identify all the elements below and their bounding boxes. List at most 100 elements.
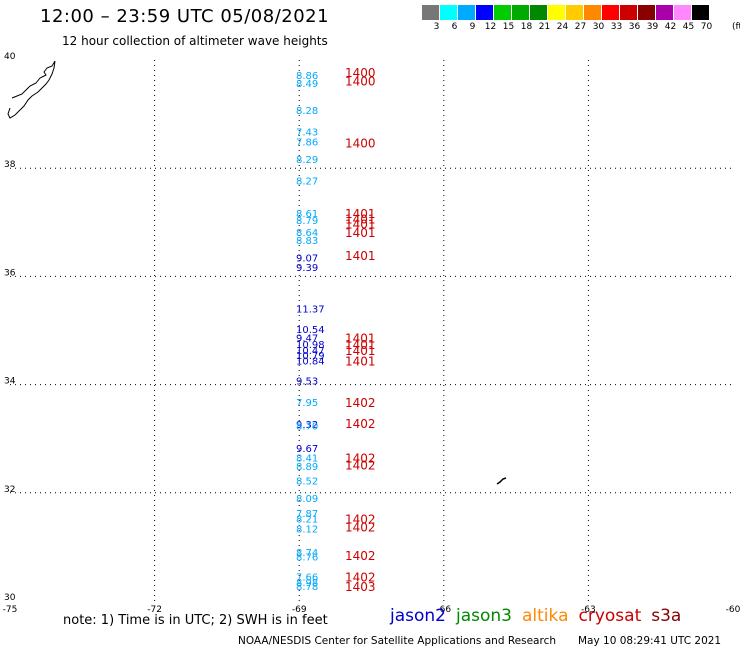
time-label: 1401 xyxy=(345,226,376,240)
scale-label: 36 xyxy=(628,22,641,32)
time-label: 1401 xyxy=(345,212,376,226)
wave-height-label: 8.89 xyxy=(296,462,318,473)
scale-swatch xyxy=(548,5,565,20)
latitude-tick-label: 30 xyxy=(4,593,16,603)
scale-swatch xyxy=(476,5,493,20)
scale-swatch xyxy=(692,5,709,20)
wave-height-label: 9.47 xyxy=(296,333,318,344)
scale-swatch xyxy=(620,5,637,20)
scale-label: 27 xyxy=(574,22,587,32)
time-label: 1401 xyxy=(345,249,376,263)
legend-jason2: jason2 xyxy=(390,606,446,626)
scale-swatch xyxy=(638,5,655,20)
scale-swatch xyxy=(422,5,439,20)
wave-height-label: 10.98 xyxy=(296,340,325,351)
footer-center: NOAA/NESDIS Center for Satellite Applica… xyxy=(238,635,556,647)
legend-s3a: s3a xyxy=(651,606,682,626)
bermuda-island xyxy=(496,477,507,485)
time-label: 1400 xyxy=(345,74,376,88)
wave-height-label: 8.29 xyxy=(296,155,318,166)
scale-label: 21 xyxy=(538,22,551,32)
longitude-tick-label: -60 xyxy=(726,605,740,615)
legend-altika: altika xyxy=(522,606,569,626)
wave-height-label: 9.07 xyxy=(296,253,318,264)
map-subtitle: 12 hour collection of altimeter wave hei… xyxy=(62,34,328,48)
longitude-tick-label: -63 xyxy=(581,605,596,615)
time-label: 1402 xyxy=(345,513,376,527)
wave-height-label: 9.67 xyxy=(296,444,318,455)
wave-height-label: 7.66 xyxy=(296,572,318,583)
time-label: 1402 xyxy=(345,458,376,472)
wave-height-label: 8.70 xyxy=(296,422,318,433)
scale-swatch xyxy=(584,5,601,20)
time-label: 1401 xyxy=(345,344,376,358)
map-title: 12:00 – 23:59 UTC 05/08/2021 xyxy=(40,6,330,27)
wave-height-label: 8.78 xyxy=(296,582,318,593)
wave-height-label: 10.79 xyxy=(296,351,325,362)
time-label: 1402 xyxy=(345,396,376,410)
wave-height-label: 8.12 xyxy=(296,524,318,535)
footer: NOAA/NESDIS Center for Satellite Applica… xyxy=(238,635,721,647)
time-label: 1402 xyxy=(345,549,376,563)
wave-height-label: 9.32 xyxy=(296,420,318,431)
scale-unit: (ft) xyxy=(732,22,740,32)
time-label: 1401 xyxy=(345,218,376,232)
scale-label: 45 xyxy=(682,22,695,32)
wave-height-label: 8.28 xyxy=(296,106,318,117)
wave-height-label: 8.83 xyxy=(296,236,318,247)
wave-height-label: 9.39 xyxy=(296,263,318,274)
wave-height-label: 9.53 xyxy=(296,377,318,388)
legend-jason3: jason3 xyxy=(456,606,512,626)
satellite-legend: jason2 jason3 altika cryosat s3a xyxy=(390,606,691,626)
scale-swatch xyxy=(494,5,511,20)
scale-label: 42 xyxy=(664,22,677,32)
longitude-tick-label: -72 xyxy=(147,605,162,615)
scale-label: 70 xyxy=(700,22,713,32)
scale-label: 39 xyxy=(646,22,659,32)
wave-height-label: 8.52 xyxy=(296,477,318,488)
time-label: 1401 xyxy=(345,331,376,345)
latitude-tick-label: 38 xyxy=(4,160,16,170)
scale-swatch xyxy=(656,5,673,20)
time-label: 1401 xyxy=(345,207,376,221)
wave-height-label: 8.76 xyxy=(296,552,318,563)
wave-height-label: 11.37 xyxy=(296,305,325,316)
latitude-tick-label: 34 xyxy=(4,377,16,387)
coastline xyxy=(7,60,56,119)
wave-height-label: 8.86 xyxy=(296,71,318,82)
time-label: 1400 xyxy=(345,66,376,80)
time-label: 1401 xyxy=(345,355,376,369)
time-label: 1402 xyxy=(345,417,376,431)
scale-swatch xyxy=(440,5,457,20)
scale-label: 18 xyxy=(520,22,533,32)
wave-height-label: 8.41 xyxy=(296,453,318,464)
time-label: 1401 xyxy=(345,338,376,352)
wave-height-label: 10.54 xyxy=(296,325,325,336)
scale-label: 3 xyxy=(433,22,440,32)
scale-label: 24 xyxy=(556,22,569,32)
scale-label: 12 xyxy=(484,22,497,32)
time-label: 1402 xyxy=(345,451,376,465)
wave-height-label: 8.61 xyxy=(296,209,318,220)
latitude-tick-label: 36 xyxy=(4,268,16,278)
footer-timestamp: May 10 08:29:41 UTC 2021 xyxy=(578,635,722,647)
time-label: 1403 xyxy=(345,580,376,594)
wave-height-label: 8.74 xyxy=(296,548,318,559)
scale-swatch xyxy=(458,5,475,20)
wave-height-label: 8.27 xyxy=(296,176,318,187)
wave-height-label: 7.87 xyxy=(296,509,318,520)
time-label: 1402 xyxy=(345,570,376,584)
wave-height-label: 7.43 xyxy=(296,128,318,139)
wave-height-label: 7.95 xyxy=(296,398,318,409)
wave-height-label: 10.47 xyxy=(296,346,325,357)
wave-height-label: 8.79 xyxy=(296,216,318,227)
longitude-tick-label: -66 xyxy=(436,605,451,615)
scale-label: 33 xyxy=(610,22,623,32)
wave-height-label: 8.09 xyxy=(296,494,318,505)
wave-height-label: 8.98 xyxy=(296,578,318,589)
scale-label: 15 xyxy=(502,22,515,32)
latitude-tick-label: 32 xyxy=(4,485,15,495)
scale-swatch xyxy=(566,5,583,20)
scale-swatch xyxy=(530,5,547,20)
